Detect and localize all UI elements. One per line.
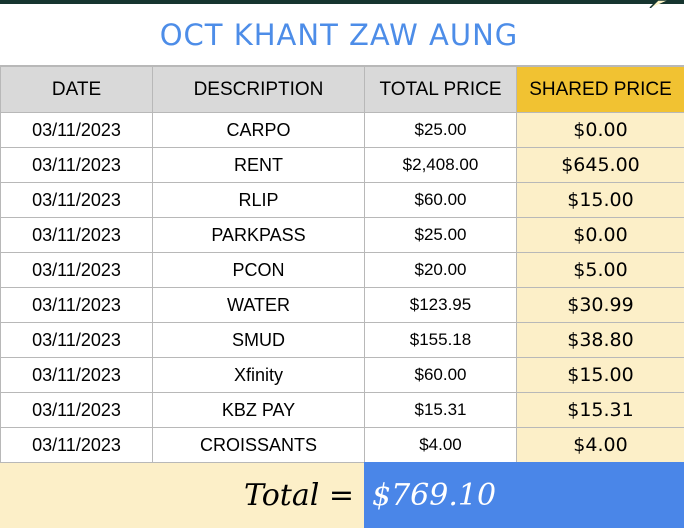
total-price-cell[interactable]: $155.18 — [364, 322, 517, 358]
expense-table: DATE DESCRIPTION TOTAL PRICE SHARED PRIC… — [0, 66, 684, 463]
table-row: 03/11/2023 RENT $2,408.00 $645.00 — [0, 147, 684, 183]
total-value-cell[interactable]: $769.10 — [364, 462, 684, 528]
total-value: $769.10 — [372, 477, 497, 513]
shared-price-cell[interactable]: $15.31 — [516, 392, 684, 428]
shared-price-cell[interactable]: $30.99 — [516, 287, 684, 323]
date-cell[interactable]: 03/11/2023 — [0, 357, 153, 393]
total-price-cell[interactable]: $15.31 — [364, 392, 517, 428]
date-cell[interactable]: 03/11/2023 — [0, 147, 153, 183]
table-row: 03/11/2023 CARPO $25.00 $0.00 — [0, 112, 684, 148]
table-row: 03/11/2023 PARKPASS $25.00 $0.00 — [0, 217, 684, 253]
date-cell[interactable]: 03/11/2023 — [0, 217, 153, 253]
description-cell[interactable]: PARKPASS — [152, 217, 365, 253]
table-row: 03/11/2023 Xfinity $60.00 $15.00 — [0, 357, 684, 393]
total-label: Total = — [244, 478, 354, 513]
description-cell[interactable]: RENT — [152, 147, 365, 183]
corner-note-icon — [649, 0, 668, 8]
shared-price-cell[interactable]: $38.80 — [516, 322, 684, 358]
total-label-cell[interactable]: Total = — [0, 462, 364, 528]
table-row: 03/11/2023 WATER $123.95 $30.99 — [0, 287, 684, 323]
total-price-cell[interactable]: $4.00 — [364, 427, 517, 463]
date-cell[interactable]: 03/11/2023 — [0, 182, 153, 218]
shared-price-cell[interactable]: $15.00 — [516, 182, 684, 218]
description-cell[interactable]: WATER — [152, 287, 365, 323]
table-row: 03/11/2023 CROISSANTS $4.00 $4.00 — [0, 427, 684, 463]
date-cell[interactable]: 03/11/2023 — [0, 322, 153, 358]
description-cell[interactable]: SMUD — [152, 322, 365, 358]
total-price-cell[interactable]: $25.00 — [364, 217, 517, 253]
date-cell[interactable]: 03/11/2023 — [0, 112, 153, 148]
header-row: DATE DESCRIPTION TOTAL PRICE SHARED PRIC… — [0, 66, 684, 113]
table-row: 03/11/2023 PCON $20.00 $5.00 — [0, 252, 684, 288]
total-row: Total = $769.10 — [0, 462, 684, 528]
header-total-price[interactable]: TOTAL PRICE — [364, 66, 517, 113]
total-price-cell[interactable]: $20.00 — [364, 252, 517, 288]
table-row: 03/11/2023 KBZ PAY $15.31 $15.31 — [0, 392, 684, 428]
description-cell[interactable]: RLIP — [152, 182, 365, 218]
total-price-cell[interactable]: $123.95 — [364, 287, 517, 323]
shared-price-cell[interactable]: $0.00 — [516, 217, 684, 253]
sheet-title: OCT KHANT ZAW AUNG — [159, 17, 519, 52]
description-cell[interactable]: KBZ PAY — [152, 392, 365, 428]
shared-price-cell[interactable]: $5.00 — [516, 252, 684, 288]
description-cell[interactable]: CARPO — [152, 112, 365, 148]
total-price-cell[interactable]: $60.00 — [364, 357, 517, 393]
shared-price-cell[interactable]: $4.00 — [516, 427, 684, 463]
description-cell[interactable]: CROISSANTS — [152, 427, 365, 463]
date-cell[interactable]: 03/11/2023 — [0, 427, 153, 463]
shared-price-cell[interactable]: $15.00 — [516, 357, 684, 393]
header-date[interactable]: DATE — [0, 66, 153, 113]
table-row: 03/11/2023 SMUD $155.18 $38.80 — [0, 322, 684, 358]
date-cell[interactable]: 03/11/2023 — [0, 287, 153, 323]
header-description[interactable]: DESCRIPTION — [152, 66, 365, 113]
table-row: 03/11/2023 RLIP $60.00 $15.00 — [0, 182, 684, 218]
date-cell[interactable]: 03/11/2023 — [0, 252, 153, 288]
total-price-cell[interactable]: $2,408.00 — [364, 147, 517, 183]
top-border-bar — [0, 0, 684, 4]
total-price-cell[interactable]: $25.00 — [364, 112, 517, 148]
shared-price-cell[interactable]: $645.00 — [516, 147, 684, 183]
description-cell[interactable]: PCON — [152, 252, 365, 288]
title-cell[interactable]: OCT KHANT ZAW AUNG — [0, 4, 684, 66]
shared-price-cell[interactable]: $0.00 — [516, 112, 684, 148]
total-price-cell[interactable]: $60.00 — [364, 182, 517, 218]
date-cell[interactable]: 03/11/2023 — [0, 392, 153, 428]
header-shared-price[interactable]: SHARED PRICE — [516, 66, 684, 113]
description-cell[interactable]: Xfinity — [152, 357, 365, 393]
